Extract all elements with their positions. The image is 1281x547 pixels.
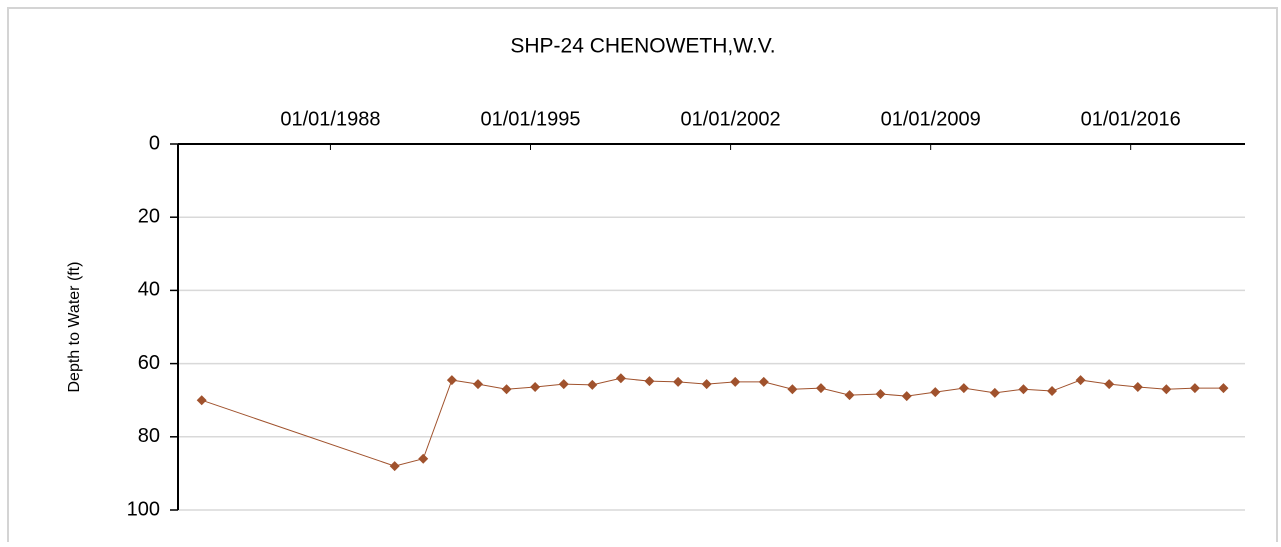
data-point — [701, 379, 712, 390]
data-point — [196, 395, 207, 406]
data-point — [615, 373, 626, 384]
data-point — [1104, 379, 1115, 390]
chart-title: SHP-24 CHENOWETH,W.V. — [510, 35, 775, 58]
data-point — [875, 388, 886, 399]
y-tick-label: 40 — [138, 279, 160, 301]
data-point — [418, 453, 429, 464]
data-point — [989, 387, 1000, 398]
data-point — [1161, 384, 1172, 395]
data-point — [1132, 382, 1143, 393]
data-point — [758, 376, 769, 387]
data-point — [1047, 386, 1058, 397]
y-tick-label: 60 — [138, 352, 160, 374]
x-tick-label: 01/01/2016 — [1081, 108, 1181, 130]
data-point — [473, 379, 484, 390]
data-point — [787, 384, 798, 395]
frame — [7, 7, 1278, 547]
data-point — [730, 376, 741, 387]
data-point — [1189, 383, 1200, 394]
y-tick-label: 80 — [138, 425, 160, 447]
data-point — [673, 376, 684, 387]
data-point — [958, 383, 969, 394]
data-point — [901, 391, 912, 402]
x-tick-label: 01/01/2009 — [881, 108, 981, 130]
x-tick-label: 01/01/2002 — [681, 108, 781, 130]
data-point — [558, 379, 569, 390]
y-tick-label: 0 — [149, 132, 160, 154]
data-point — [815, 383, 826, 394]
y-tick-label: 20 — [138, 205, 160, 227]
x-tick-label: 01/01/1995 — [480, 108, 580, 130]
data-point — [1018, 384, 1029, 395]
data-point — [930, 387, 941, 398]
data-point — [644, 376, 655, 387]
data-point — [446, 375, 457, 386]
data-point — [389, 461, 400, 472]
data-point — [530, 382, 541, 393]
data-point — [1218, 383, 1229, 394]
data-point — [587, 379, 598, 390]
data-point — [501, 384, 512, 395]
y-axis-label: Depth to Water (ft) — [66, 262, 83, 393]
x-tick-label: 01/01/1988 — [280, 108, 380, 130]
y-tick-label: 100 — [127, 498, 160, 520]
data-point — [1075, 375, 1086, 386]
data-point — [844, 390, 855, 401]
